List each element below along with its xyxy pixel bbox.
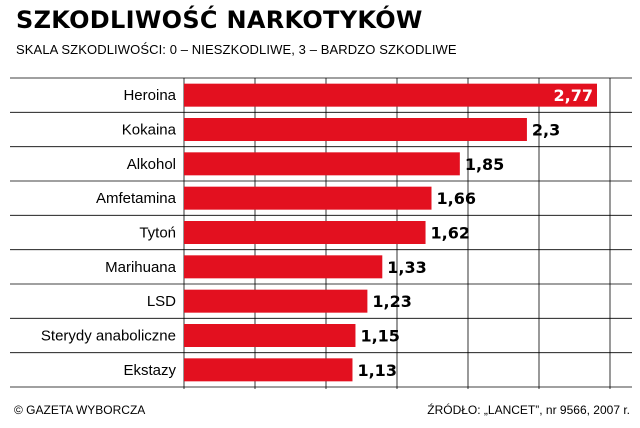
chart-subtitle: SKALA SZKODLIWOŚCI: 0 – NIESZKODLIWE, 3 …: [16, 42, 457, 57]
copyright-note: © GAZETA WYBORCZA: [14, 403, 146, 417]
value-label: 1,66: [437, 189, 476, 208]
value-label: 1,33: [387, 258, 426, 277]
bar-2: [184, 118, 527, 141]
bar-9: [184, 358, 353, 382]
value-label: 1,62: [431, 224, 470, 243]
category-label: Ekstazy: [123, 362, 176, 379]
category-label: Marihuana: [105, 259, 177, 276]
source-note: ŹRÓDŁO: „LANCET”, nr 9566, 2007 r.: [427, 403, 630, 417]
value-label: 2,77: [554, 86, 593, 105]
bar-7: [184, 289, 368, 313]
bar-layer: Heroina 2,77 Kokaina 2,3 Alkohol 1,85 Amfetami…: [41, 83, 597, 382]
category-label: Alkohol: [127, 156, 176, 173]
bar-6: [184, 255, 383, 279]
category-label: Heroina: [123, 87, 176, 104]
value-label: 1,13: [357, 361, 396, 380]
bar-4: [184, 186, 432, 210]
bar-5: [184, 221, 426, 244]
category-label: Sterydy anaboliczne: [41, 328, 176, 345]
category-label: LSD: [147, 293, 176, 310]
value-label: 1,85: [465, 155, 504, 174]
bar-1: [184, 83, 597, 107]
value-label: 1,23: [372, 292, 411, 311]
category-label: Tytoń: [139, 225, 176, 242]
chart-title: SZKODLIWOŚĆ NARKOTYKÓW: [16, 6, 423, 34]
value-label: 2,3: [532, 121, 560, 140]
category-label: Kokaina: [122, 122, 177, 139]
category-label: Amfetamina: [96, 190, 177, 207]
bar-3: [184, 152, 460, 176]
bar-8: [184, 324, 356, 347]
value-label: 1,15: [360, 327, 399, 346]
